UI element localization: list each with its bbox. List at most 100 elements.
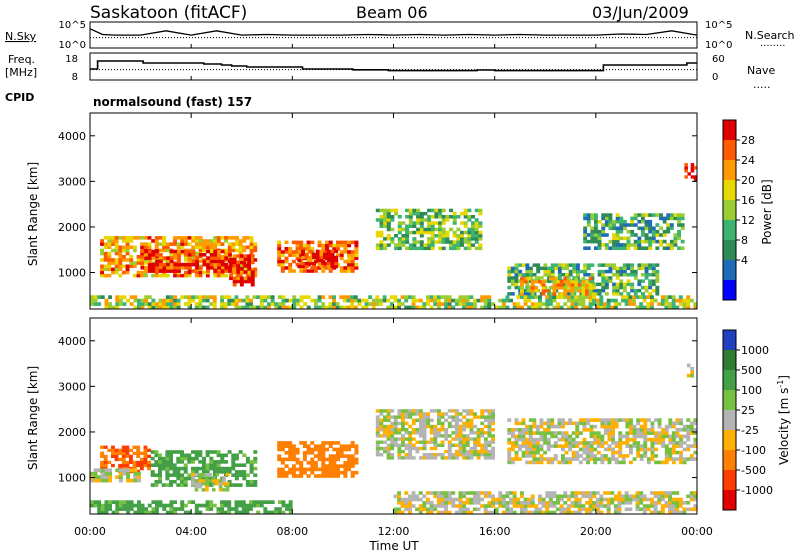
velocity-cell <box>553 431 558 435</box>
power-cell <box>100 264 104 268</box>
power-cell <box>505 295 510 299</box>
velocity-cell <box>476 497 481 502</box>
velocity-cell <box>104 478 109 483</box>
velocity-cell <box>678 501 683 505</box>
power-cell <box>191 269 196 273</box>
velocity-cell <box>458 491 463 495</box>
power-cell <box>205 305 210 310</box>
velocity-cell <box>476 501 481 505</box>
power-cell <box>637 246 642 250</box>
velocity-cell <box>660 507 665 512</box>
power-cell <box>590 233 595 237</box>
power-cell <box>474 237 479 241</box>
velocity-cell <box>202 466 206 471</box>
velocity-cell <box>543 428 547 432</box>
velocity-cell <box>126 478 130 483</box>
power-cell <box>184 266 189 270</box>
velocity-cell <box>447 434 452 438</box>
velocity-cell <box>191 500 196 504</box>
velocity-cell <box>693 497 698 502</box>
power-cell <box>334 264 339 269</box>
power-cell <box>483 295 488 299</box>
velocity-cell <box>397 431 402 435</box>
velocity-cell <box>172 466 177 471</box>
power-cell <box>480 305 485 310</box>
power-cell <box>353 295 358 299</box>
velocity-cell <box>530 494 535 499</box>
power-cell <box>397 237 402 241</box>
velocity-cell <box>543 431 547 435</box>
power-cell <box>245 298 250 303</box>
velocity-cell <box>169 466 173 471</box>
velocity-cell <box>596 441 601 445</box>
power-cell <box>155 262 160 267</box>
velocity-cell <box>253 483 258 487</box>
velocity-cell <box>321 464 326 468</box>
velocity-cell <box>514 428 519 432</box>
power-cell <box>604 285 609 290</box>
velocity-cell <box>401 434 405 438</box>
power-cell <box>601 276 606 280</box>
power-cell <box>552 283 557 287</box>
velocity-cell <box>205 463 210 467</box>
velocity-cell <box>629 428 633 432</box>
power-cell <box>321 302 326 306</box>
velocity-cell <box>491 453 495 457</box>
power-cell <box>530 289 535 293</box>
power-cell <box>615 236 620 241</box>
velocity-cell <box>209 450 214 454</box>
power-cell <box>655 233 660 237</box>
power-cell <box>462 298 466 303</box>
power-cell <box>229 276 233 281</box>
power-cell <box>213 245 218 249</box>
power-cell <box>412 221 417 225</box>
power-cell <box>198 302 203 306</box>
velocity-cell <box>126 475 130 479</box>
power-cell <box>630 273 635 277</box>
power-cell <box>449 215 454 219</box>
velocity-cell <box>539 418 544 422</box>
velocity-cell <box>107 448 112 452</box>
velocity-cell <box>253 450 258 454</box>
velocity-cell <box>205 479 209 483</box>
power-cell <box>666 229 671 234</box>
velocity-cell <box>176 460 181 464</box>
velocity-cell <box>194 488 199 492</box>
velocity-cell <box>393 418 398 422</box>
velocity-cell <box>165 483 170 487</box>
power-cell <box>368 302 373 306</box>
power-cell <box>187 305 192 310</box>
velocity-cell <box>408 501 412 505</box>
velocity-cell <box>169 460 173 464</box>
power-cell <box>523 298 528 303</box>
velocity-cell <box>458 443 463 447</box>
power-cell <box>433 298 438 303</box>
power-cell <box>651 273 656 277</box>
velocity-cell <box>518 437 522 442</box>
power-cell <box>249 302 253 306</box>
power-cell <box>648 292 653 296</box>
power-cell <box>328 295 333 299</box>
velocity-cell <box>234 473 239 477</box>
velocity-cell <box>650 431 655 435</box>
velocity-cell <box>546 444 551 448</box>
velocity-cell <box>664 457 669 461</box>
power-cell <box>622 236 627 241</box>
velocity-cell <box>595 497 600 502</box>
velocity-cell <box>176 483 181 487</box>
power-cell <box>154 245 159 249</box>
velocity-cell <box>614 444 619 448</box>
velocity-cell <box>510 441 515 445</box>
power-cell <box>169 302 174 306</box>
power-colorbar-frame <box>722 119 737 301</box>
velocity-cell <box>643 434 648 439</box>
velocity-cell <box>97 478 102 483</box>
velocity-cell <box>404 428 409 432</box>
velocity-cell <box>455 418 459 422</box>
velocity-colorbar-label: Velocity [m s-1] <box>776 375 791 465</box>
power-cell <box>242 267 247 272</box>
velocity-cell <box>646 418 651 422</box>
power-cell <box>566 283 571 287</box>
velocity-cell <box>194 470 199 474</box>
power-cell <box>572 263 577 267</box>
